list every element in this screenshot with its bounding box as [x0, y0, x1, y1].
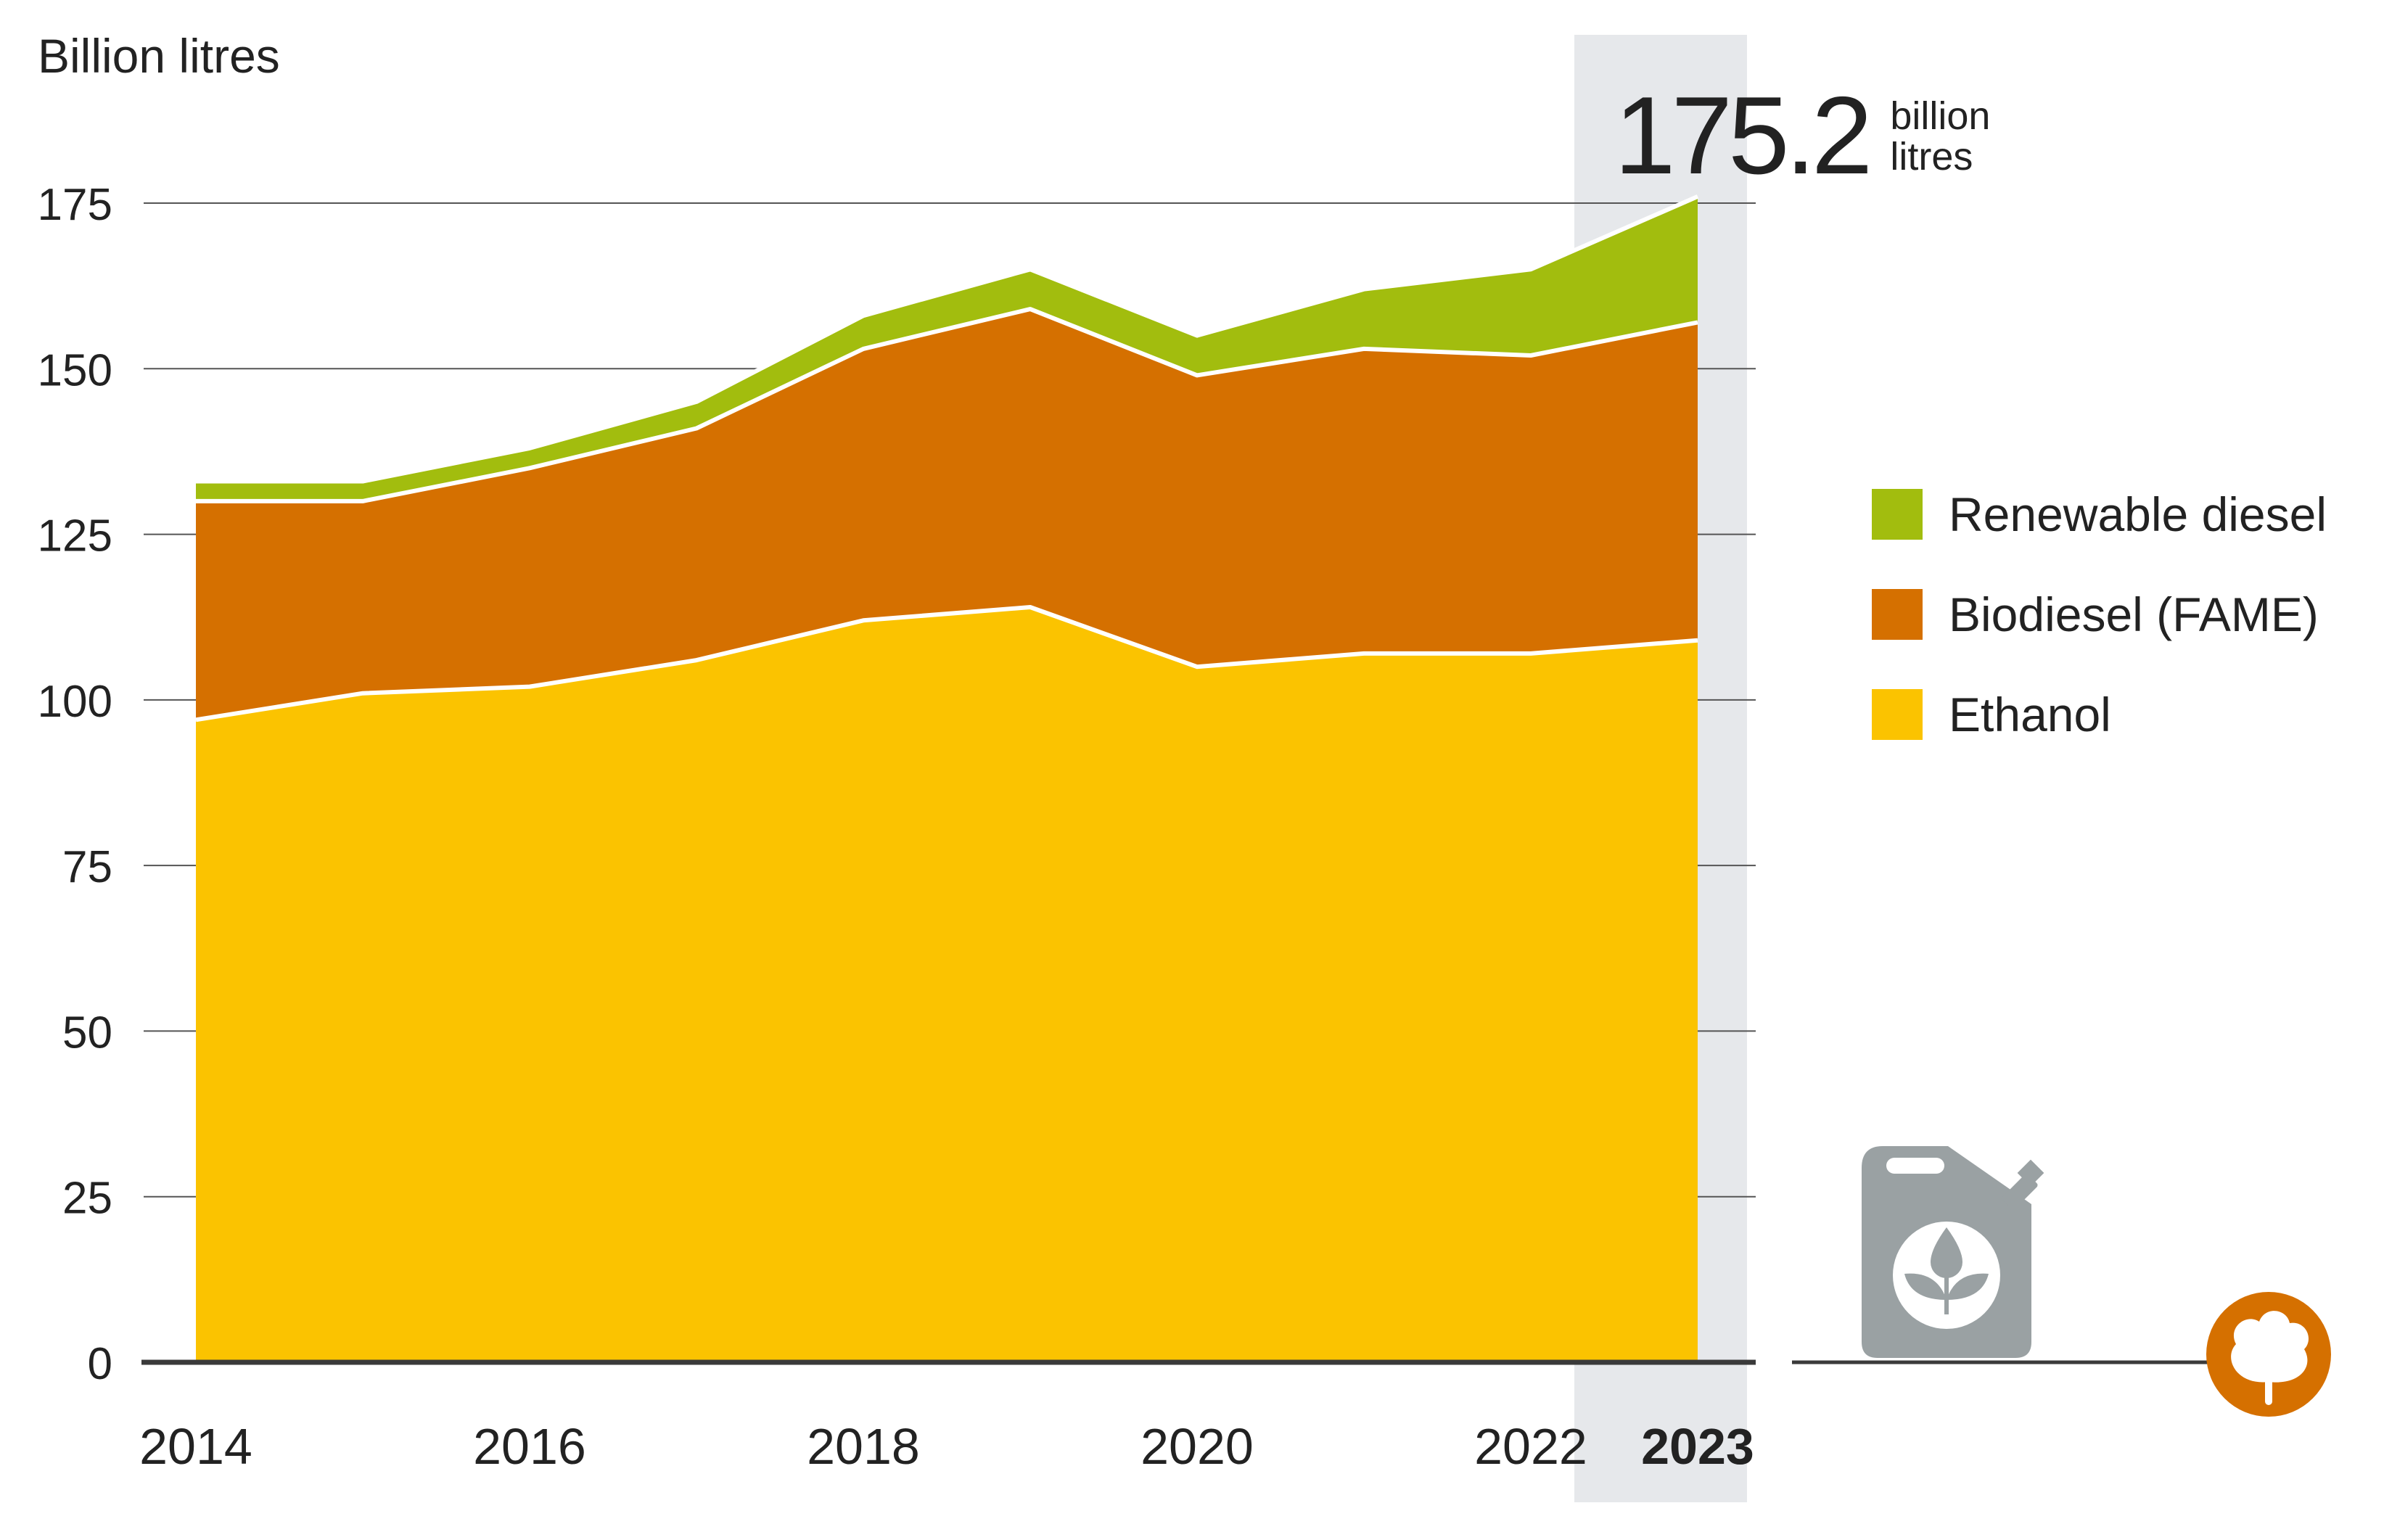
x-tick-label-2014: 2014: [139, 1418, 252, 1475]
boundary-renewable-diesel: [196, 194, 1699, 484]
y-tick-label-50: 50: [62, 1008, 112, 1058]
x-tick-label-2023: 2023: [1641, 1418, 1754, 1475]
plant-drop-icon: [1904, 1227, 1989, 1314]
total-unit: billion litres: [1890, 96, 1990, 177]
x-tick-label-2018: 2018: [807, 1418, 920, 1475]
legend-swatch-biodiesel: [1872, 589, 1923, 640]
x-tick-labels: 2014 2016 2018 2020 2022 2023: [139, 1418, 1754, 1475]
boundary-ethanol: [195, 605, 1698, 722]
y-tick-label-125: 125: [38, 511, 112, 561]
legend-swatch-ethanol: [1872, 689, 1923, 740]
y-tick-label-75: 75: [62, 842, 112, 892]
x-tick-label-2020: 2020: [1140, 1418, 1254, 1475]
y-axis-label: Billion litres: [38, 29, 280, 83]
stacked-areas: [196, 196, 1698, 1362]
x-tick-label-2022: 2022: [1474, 1418, 1587, 1475]
y-tick-label-25: 25: [62, 1174, 112, 1224]
y-tick-label-0: 0: [88, 1339, 112, 1389]
total-value: 175.2: [1614, 74, 1873, 197]
total-unit-line2: litres: [1890, 134, 1973, 178]
total-unit-line1: billion: [1890, 94, 1991, 138]
legend-label-renewable-diesel: Renewable diesel: [1949, 487, 2327, 541]
area-ethanol: [196, 607, 1698, 1362]
legend-item-biodiesel: Biodiesel (FAME): [1872, 564, 2327, 664]
y-tick-label-150: 150: [38, 345, 112, 395]
legend-item-renewable-diesel: Renewable diesel: [1872, 464, 2327, 564]
total-callout: 175.2 billion litres: [1614, 73, 1990, 199]
leaf-badge-icon: [2206, 1292, 2331, 1417]
area-biodiesel-fame: [196, 309, 1698, 720]
legend-label-ethanol: Ethanol: [1949, 688, 2111, 741]
y-tick-labels: 0 25 50 75 100 125 150 175: [38, 180, 112, 1389]
legend: Renewable diesel Biodiesel (FAME) Ethano…: [1872, 464, 2327, 765]
y-tick-label-175: 175: [38, 180, 112, 230]
y-tick-label-100: 100: [38, 677, 112, 727]
legend-swatch-renewable-diesel: [1872, 489, 1923, 540]
x-tick-label-2016: 2016: [473, 1418, 586, 1475]
series-boundaries: [195, 194, 1699, 722]
legend-item-ethanol: Ethanol: [1872, 664, 2327, 765]
boundary-biodiesel-fame: [196, 307, 1698, 503]
legend-label-biodiesel: Biodiesel (FAME): [1949, 588, 2319, 641]
fuel-can-icon: [1862, 1146, 2044, 1358]
